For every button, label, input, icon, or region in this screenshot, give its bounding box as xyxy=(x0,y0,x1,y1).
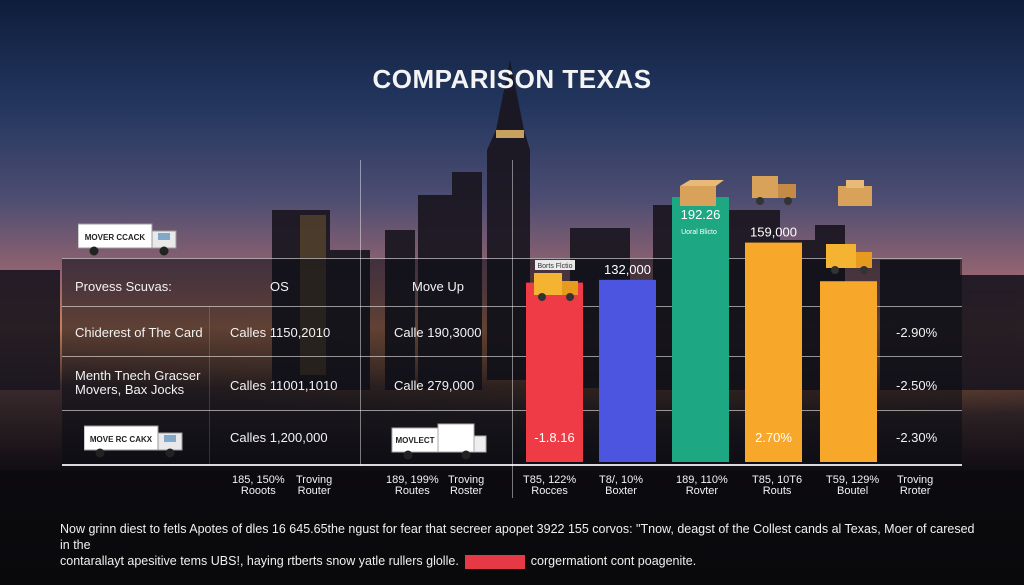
column-footer-line: Boutel xyxy=(837,485,869,497)
column-footer-line: Troving xyxy=(897,474,934,486)
column-footer-line: T85, 10T6 xyxy=(752,474,803,486)
table-rule xyxy=(62,464,962,466)
column-header: Move Up xyxy=(412,279,465,294)
bar-2 xyxy=(599,279,656,462)
truck-label: MOVE RC CAKX xyxy=(90,435,153,444)
bar-5 xyxy=(820,281,877,462)
column-footer-line: T8/, 10% xyxy=(599,474,644,486)
column-header: OS xyxy=(270,279,289,294)
row-label-line: Menth Tnech Gracser xyxy=(75,368,201,383)
column-footer-line: T85, 122% xyxy=(523,474,577,486)
column-footer-line: 189, 110% xyxy=(676,474,728,486)
moving-van-icon: MOVLECT xyxy=(391,423,487,460)
chart-sign-label: Borts Flctio xyxy=(537,263,572,270)
column-footer-label: T59, 129% Boutel xyxy=(826,475,879,497)
row-label: Chiderest of The Card xyxy=(75,325,203,340)
table-cell: Calle 279,000 xyxy=(394,378,475,393)
column-footer-line: Roster xyxy=(449,485,483,497)
table-rule xyxy=(62,258,962,259)
bar-1 xyxy=(526,282,583,462)
column-footer-line: Rooots xyxy=(240,485,276,497)
truck-icon: MOVER CCACK xyxy=(78,223,177,256)
bar-value-label: 192.26 xyxy=(681,207,721,222)
table-rule xyxy=(62,410,962,411)
column-divider xyxy=(512,160,513,498)
chart-sign xyxy=(535,260,575,270)
delivery-truck-icon xyxy=(534,273,578,301)
row-label-line: Movers, Bax Jocks xyxy=(75,382,185,397)
tower-light xyxy=(496,130,524,138)
bar-inner-label: -1.8.16 xyxy=(534,430,574,445)
column-footer-line: 185, 150% xyxy=(232,474,285,486)
bar-value-label: 159,000 xyxy=(750,225,797,240)
box-icon xyxy=(680,180,724,206)
column-footer-line: 189, 199% xyxy=(386,474,439,486)
column-footer-line: Troving xyxy=(448,474,485,486)
comparison-table xyxy=(62,258,962,466)
column-footer-label: Troving Roster xyxy=(448,475,484,497)
column-footer-label: T8/, 10% Boxter xyxy=(599,475,643,497)
table-cell: Calles 1150,2010 xyxy=(230,325,331,340)
footer-line-2: contarallayt apesitive tems UBS!, haying… xyxy=(60,553,980,569)
truck-icon: MOVE RC CAKX xyxy=(84,425,183,458)
column-footer-label: Troving Router xyxy=(296,475,332,497)
table-cell: Calle 190,3000 xyxy=(394,325,482,340)
box-icon xyxy=(838,180,872,206)
column-footer-label: T85, 10T6 Routs xyxy=(752,475,802,497)
column-footer-line: Rovter xyxy=(685,485,719,497)
van-label: MOVLECT xyxy=(395,436,434,445)
column-footer-label: 189, 110% Rovter xyxy=(676,475,728,497)
table-rule xyxy=(62,306,962,307)
percent-change: -2.30% xyxy=(896,430,938,445)
highlight-swatch xyxy=(464,554,525,569)
column-footer-label: Troving Rroter xyxy=(897,475,933,497)
bar-inner-label: 2.70% xyxy=(755,430,792,445)
column-footer-line: Routs xyxy=(762,485,792,497)
column-footer-line: Routes xyxy=(394,485,430,497)
column-footer-label: 189, 199% Routes xyxy=(386,475,439,497)
table-cell: Calles 1,200,000 xyxy=(230,430,328,445)
delivery-truck-icon xyxy=(826,244,872,274)
column-footer-line: Router xyxy=(297,485,331,497)
bar-4 xyxy=(745,242,802,462)
percent-change: -2.90% xyxy=(896,325,938,340)
bar-value-label: 132,000 xyxy=(604,262,651,277)
delivery-truck-icon xyxy=(752,176,796,205)
row-label: Menth Tnech Gracser Movers, Bax Jocks xyxy=(75,369,200,397)
row-label: Provess Scuvas: xyxy=(75,279,172,294)
bar-tag-label: Uoral Blicto xyxy=(681,229,717,236)
table-cell: Calles 11001,1010 xyxy=(230,378,338,393)
percent-change: -2.50% xyxy=(896,378,938,393)
column-footer-line: T59, 129% xyxy=(826,474,880,486)
page-title: COMPARISON TEXAS xyxy=(372,64,652,94)
footer-caption: Now grinn diest to fetls Apotes of dles … xyxy=(60,521,980,569)
column-footer-line: Rocces xyxy=(531,485,568,497)
truck-label: MOVER CCACK xyxy=(85,233,146,242)
column-footer-line: Troving xyxy=(296,474,333,486)
column-divider xyxy=(360,160,361,465)
column-footer-line: Boxter xyxy=(605,485,637,497)
footer-text: corgermationt cont poagenite. xyxy=(530,554,697,568)
column-footer-label: T85, 122% Rocces xyxy=(523,475,576,497)
footer-line: Now grinn diest to fetls Apotes of dles … xyxy=(60,522,975,552)
bar-3 xyxy=(672,197,729,463)
column-footer-line: Rroter xyxy=(899,485,931,497)
table-rule xyxy=(62,356,962,357)
column-divider xyxy=(209,306,210,464)
footer-text: contarallayt apesitive tems UBS!, haying… xyxy=(60,554,459,568)
column-footer-label: 185, 150% Rooots xyxy=(232,475,285,497)
